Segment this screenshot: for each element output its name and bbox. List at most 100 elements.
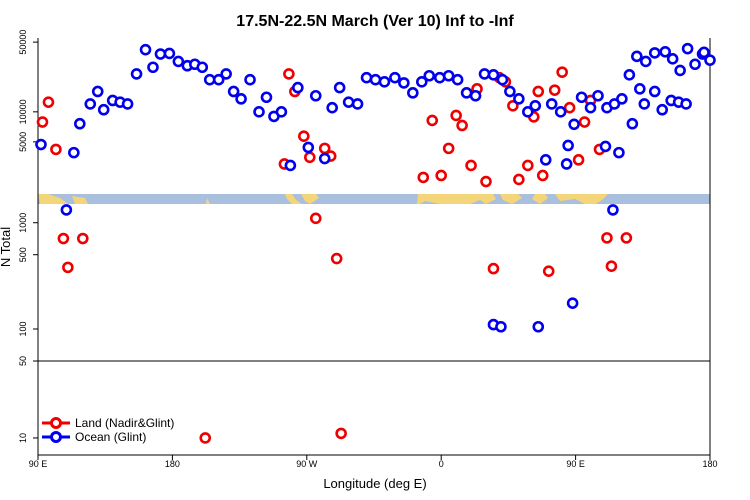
ocean-point xyxy=(415,76,428,88)
land-point xyxy=(522,159,534,172)
legend-land-label: Land (Nadir&Glint) xyxy=(75,416,174,430)
ocean-series xyxy=(35,42,716,333)
x-tick-label: 0 xyxy=(439,459,444,469)
x-tick-label: 90 E xyxy=(566,459,585,469)
ocean-point xyxy=(212,73,225,86)
ocean-point xyxy=(638,98,651,110)
land-point xyxy=(620,232,633,244)
ocean-point xyxy=(529,99,542,112)
ocean-point xyxy=(260,91,273,104)
land-point xyxy=(480,175,492,188)
land-point xyxy=(36,116,49,128)
legend-land-swatch-marker xyxy=(50,417,62,429)
land-point xyxy=(532,85,545,98)
ocean-point xyxy=(253,106,265,118)
ocean-point xyxy=(84,98,97,110)
ocean-point xyxy=(302,141,315,154)
land-point xyxy=(465,159,477,172)
ocean-point xyxy=(562,139,574,152)
land-point xyxy=(548,84,561,96)
land-point xyxy=(335,427,347,440)
ocean-point xyxy=(147,61,159,74)
land-point xyxy=(77,232,89,245)
ocean-point xyxy=(433,71,446,84)
ocean-point xyxy=(172,55,185,68)
y-tick-label: 100 xyxy=(18,321,28,336)
land-point xyxy=(199,432,212,444)
x-tick-label: 90 E xyxy=(29,459,48,469)
ocean-point xyxy=(554,106,567,118)
ocean-point xyxy=(522,106,534,118)
land-point xyxy=(303,151,316,164)
ocean-point xyxy=(451,73,464,86)
ocean-point xyxy=(460,87,473,99)
ocean-point xyxy=(532,320,545,333)
y-tick-label: 1000 xyxy=(18,213,28,233)
land-point xyxy=(57,232,70,245)
land-point xyxy=(563,101,576,114)
y-tick-label: 10000 xyxy=(18,99,28,124)
ocean-point xyxy=(704,54,716,66)
ocean-point xyxy=(504,85,516,98)
ocean-point xyxy=(599,140,612,153)
ocean-point xyxy=(592,89,604,102)
ocean-point xyxy=(634,83,646,95)
ocean-point xyxy=(244,73,256,86)
ocean-point xyxy=(163,47,176,60)
ocean-point xyxy=(487,69,500,81)
ocean-point xyxy=(203,73,216,86)
ocean-point xyxy=(333,81,346,94)
ocean-point xyxy=(495,320,507,333)
ocean-point xyxy=(469,89,482,102)
ocean-point xyxy=(154,48,167,60)
ocean-point xyxy=(648,47,661,59)
ocean-point xyxy=(639,55,652,68)
world-map-strip xyxy=(38,194,710,204)
land-point xyxy=(513,173,525,186)
land-point xyxy=(507,99,519,112)
ocean-point xyxy=(656,103,669,116)
land-point xyxy=(50,143,62,156)
ocean-point xyxy=(674,64,686,77)
ocean-point xyxy=(235,93,247,105)
land-point xyxy=(283,68,295,80)
ocean-point xyxy=(698,46,710,59)
ocean-point xyxy=(478,68,491,80)
ocean-point xyxy=(442,69,455,82)
y-ticks: 5000 10000 50000 100 500 1000 10 50 xyxy=(18,30,38,443)
map-land-shape xyxy=(38,194,608,204)
ocean-point xyxy=(389,71,401,84)
ocean-point xyxy=(369,73,382,86)
ocean-point xyxy=(360,71,373,84)
ocean-point xyxy=(666,53,679,65)
land-point xyxy=(578,116,591,128)
land-point xyxy=(62,261,74,274)
ocean-point xyxy=(130,68,143,80)
legend-ocean-label: Ocean (Glint) xyxy=(75,430,146,444)
land-point xyxy=(442,142,455,155)
ocean-point xyxy=(539,154,552,166)
ocean-point xyxy=(680,98,692,110)
ocean-point xyxy=(318,152,331,165)
ocean-point xyxy=(545,98,558,110)
ocean-point xyxy=(74,117,86,130)
plot-frame xyxy=(37,38,711,456)
y-tick-label: 10 xyxy=(18,433,28,443)
land-series xyxy=(36,66,633,444)
ocean-point xyxy=(60,204,73,216)
land-point xyxy=(542,265,555,277)
ocean-point xyxy=(568,118,580,131)
ocean-point xyxy=(496,73,509,86)
chart-title: 17.5N-22.5N March (Ver 10) Inf to -Inf xyxy=(236,13,514,30)
ocean-point xyxy=(121,98,134,110)
ocean-point xyxy=(423,69,436,82)
x-tick-label: 180 xyxy=(165,459,180,469)
y-axis-label: N Total xyxy=(0,227,13,267)
ocean-point xyxy=(326,101,338,114)
ocean-point xyxy=(607,204,619,216)
land-point xyxy=(42,96,55,108)
ocean-point xyxy=(351,98,364,110)
ocean-point xyxy=(407,87,419,99)
ocean-point xyxy=(97,103,110,116)
ocean-point xyxy=(342,96,355,108)
